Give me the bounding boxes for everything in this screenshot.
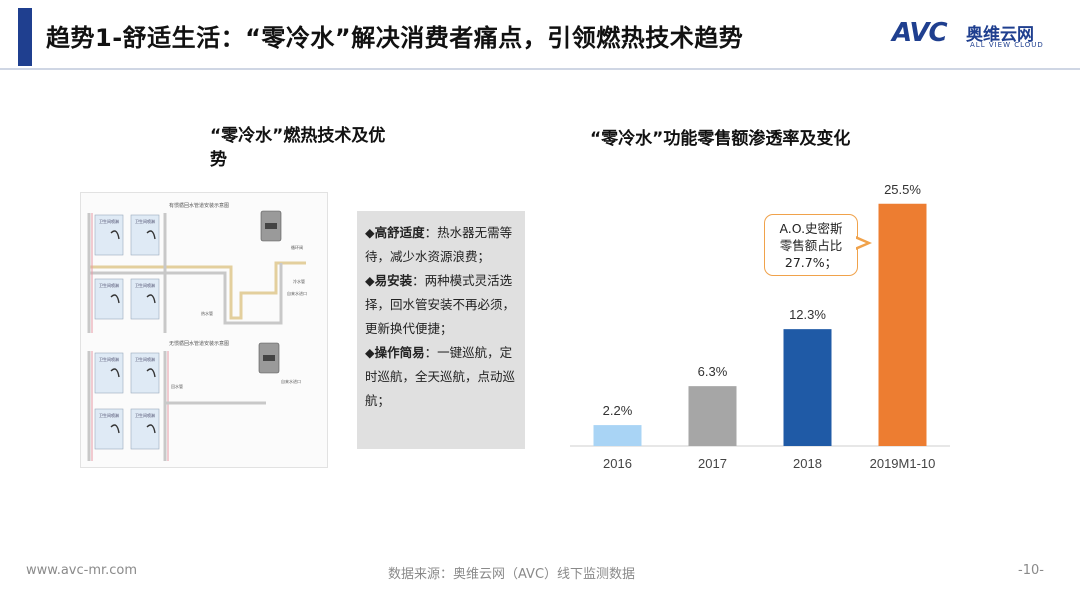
x-tick-label: 2017 [698,456,727,471]
diagram-label: 热水管 [201,310,213,316]
advantage-key: 操作简易 [374,345,425,360]
annotation-line: 零售额占比 [779,238,843,253]
shower-icon [110,230,156,304]
diamond-bullet-icon: ◆ [365,345,375,360]
logo-english-name: ALL VIEW CLOUD [970,41,1044,49]
x-tick-label: 2019M1-10 [870,456,936,471]
logo-mark: AVC [892,18,948,48]
diagram-label: 冷水管 [293,278,305,284]
advantage-text: ：一键巡航，定时巡航，全天巡航，点动巡航； [365,345,516,408]
installation-diagram-svg: 有惯循回水管道安装示意图 无惯循回水管道安装示意图 卫生间喷淋 卫生间喷淋 卫生… [87,202,307,461]
advantage-item: ◆易安装：两种模式灵活选择，回水管安装不再必须，更新换代便捷； [365,269,521,341]
advantage-item: ◆操作简易：一键巡航，定时巡航，全天巡航，点动巡航； [365,341,521,413]
room-label: 卫生间喷淋 [135,412,155,418]
advantage-text: ：两种模式灵活选择，回水管安装不再必须，更新换代便捷； [365,273,516,336]
room [130,278,160,320]
bar-2018 [783,329,832,446]
bar-2016 [593,425,642,446]
water-heater-display [265,223,277,229]
x-tick-label: 2018 [793,456,822,471]
diagram-label: 自来水进口 [287,290,307,296]
callout-pointer-inner [854,238,866,248]
room-label: 卫生间喷淋 [99,218,119,224]
annotation-line: 27.7%； [784,255,838,270]
riser-pipe [87,351,167,461]
footer-source: 数据来源：奥维云网（AVC）线下监测数据 [388,567,636,582]
cold-water-pipe [89,263,283,325]
advantage-key: 易安装 [374,273,413,288]
water-heater-display [263,355,275,361]
page-title: 趋势1-舒适生活：“零冷水”解决消费者痛点，引领燃热技术趋势 [46,24,744,52]
room-label: 卫生间喷淋 [99,412,119,418]
hot-water-pipe [89,261,306,320]
room-label: 卫生间喷淋 [135,218,155,224]
avc-logo: AVC 奥维云网 ALL VIEW CLOUD [892,18,1062,52]
riser-pipe [87,213,167,333]
advantages-box: ◆高舒适度：热水器无需等待，减少水资源浪费； ◆易安装：两种模式灵活选择，回水管… [357,211,525,449]
return-pipe [91,351,169,461]
data-label: 2.2% [603,403,633,418]
x-tick-label: 2016 [603,456,632,471]
page-number: -10- [1018,563,1044,578]
header-divider [0,68,1080,70]
bar-2017 [688,386,737,446]
left-section-title: “零冷水”燃热技术及优势 [210,126,386,170]
shower-icon [110,368,156,434]
chart-title: “零冷水”功能零售额渗透率及变化 [590,129,851,149]
footer-url[interactable]: www.avc-mr.com [26,563,138,578]
logo-chinese-name: 奥维云网 [966,25,1034,45]
penetration-bar-chart: 2.2% 2016 6.3% 2017 12.3% 2018 25.5% 2019M1-10 [570,182,950,471]
installation-diagram: 有惯循回水管道安装示意图 无惯循回水管道安装示意图 卫生间喷淋 卫生间喷淋 卫生… [80,192,328,468]
annotation-line: A.O.史密斯 [779,221,843,236]
diamond-bullet-icon: ◆ [365,225,375,240]
room-label: 卫生间喷淋 [135,282,155,288]
advantage-text: ：热水器无需等待，减少水资源浪费； [365,225,513,264]
data-label: 25.5% [884,182,921,197]
advantage-key: 高舒适度 [374,225,425,240]
diagram-top-title: 有惯循回水管道安装示意图 [169,202,229,209]
annotation-callout: A.O.史密斯 零售额占比 27.7%； [764,214,858,276]
advantage-item: ◆高舒适度：热水器无需等待，减少水资源浪费； [365,221,521,269]
diagram-label: 回水管 [171,383,183,389]
room-label: 卫生间喷淋 [135,356,155,362]
header-accent-bar [18,8,32,66]
room-label: 卫生间喷淋 [99,282,119,288]
diagram-label: 自来水进口 [281,378,301,384]
data-label: 12.3% [789,307,826,322]
room-label: 卫生间喷淋 [99,356,119,362]
bar-2019M1-10 [878,203,927,446]
diagram-label: 循环阀 [291,244,303,250]
diagram-bottom-title: 无惯循回水管道安装示意图 [169,340,229,347]
data-label: 6.3% [698,364,728,379]
diamond-bullet-icon: ◆ [365,273,375,288]
